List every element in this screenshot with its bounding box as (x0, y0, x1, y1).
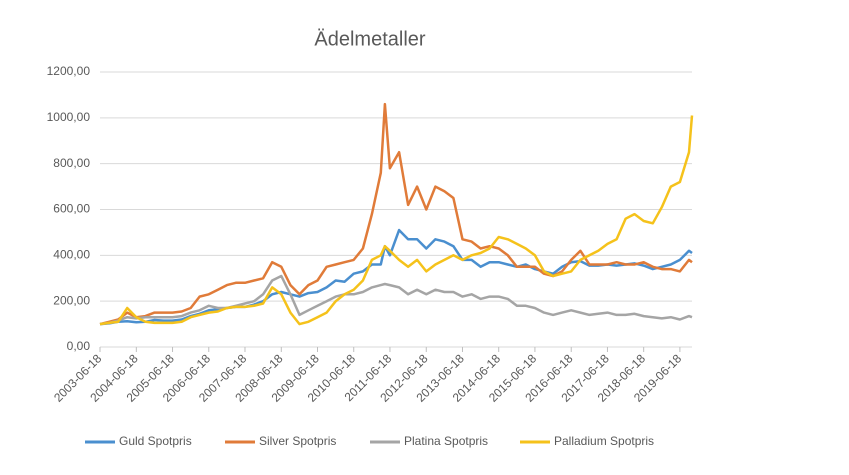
series-line (99, 115, 694, 326)
series-line (99, 274, 693, 326)
y-tick-label: 0,00 (67, 339, 91, 353)
legend-label: Palladium Spotpris (554, 434, 654, 448)
y-tick-label: 1200,00 (47, 64, 91, 78)
y-tick-label: 800,00 (53, 156, 90, 170)
chart-title: Ädelmetaller (314, 28, 426, 50)
legend-label: Platina Spotpris (404, 434, 488, 448)
y-tick-label: 400,00 (53, 248, 90, 262)
legend-label: Silver Spotpris (259, 434, 336, 448)
series-line (99, 102, 693, 326)
y-tick-label: 600,00 (53, 202, 90, 216)
y-tick-label: 1000,00 (47, 110, 91, 124)
legend-label: Guld Spotpris (119, 434, 192, 448)
y-tick-label: 200,00 (53, 293, 90, 307)
